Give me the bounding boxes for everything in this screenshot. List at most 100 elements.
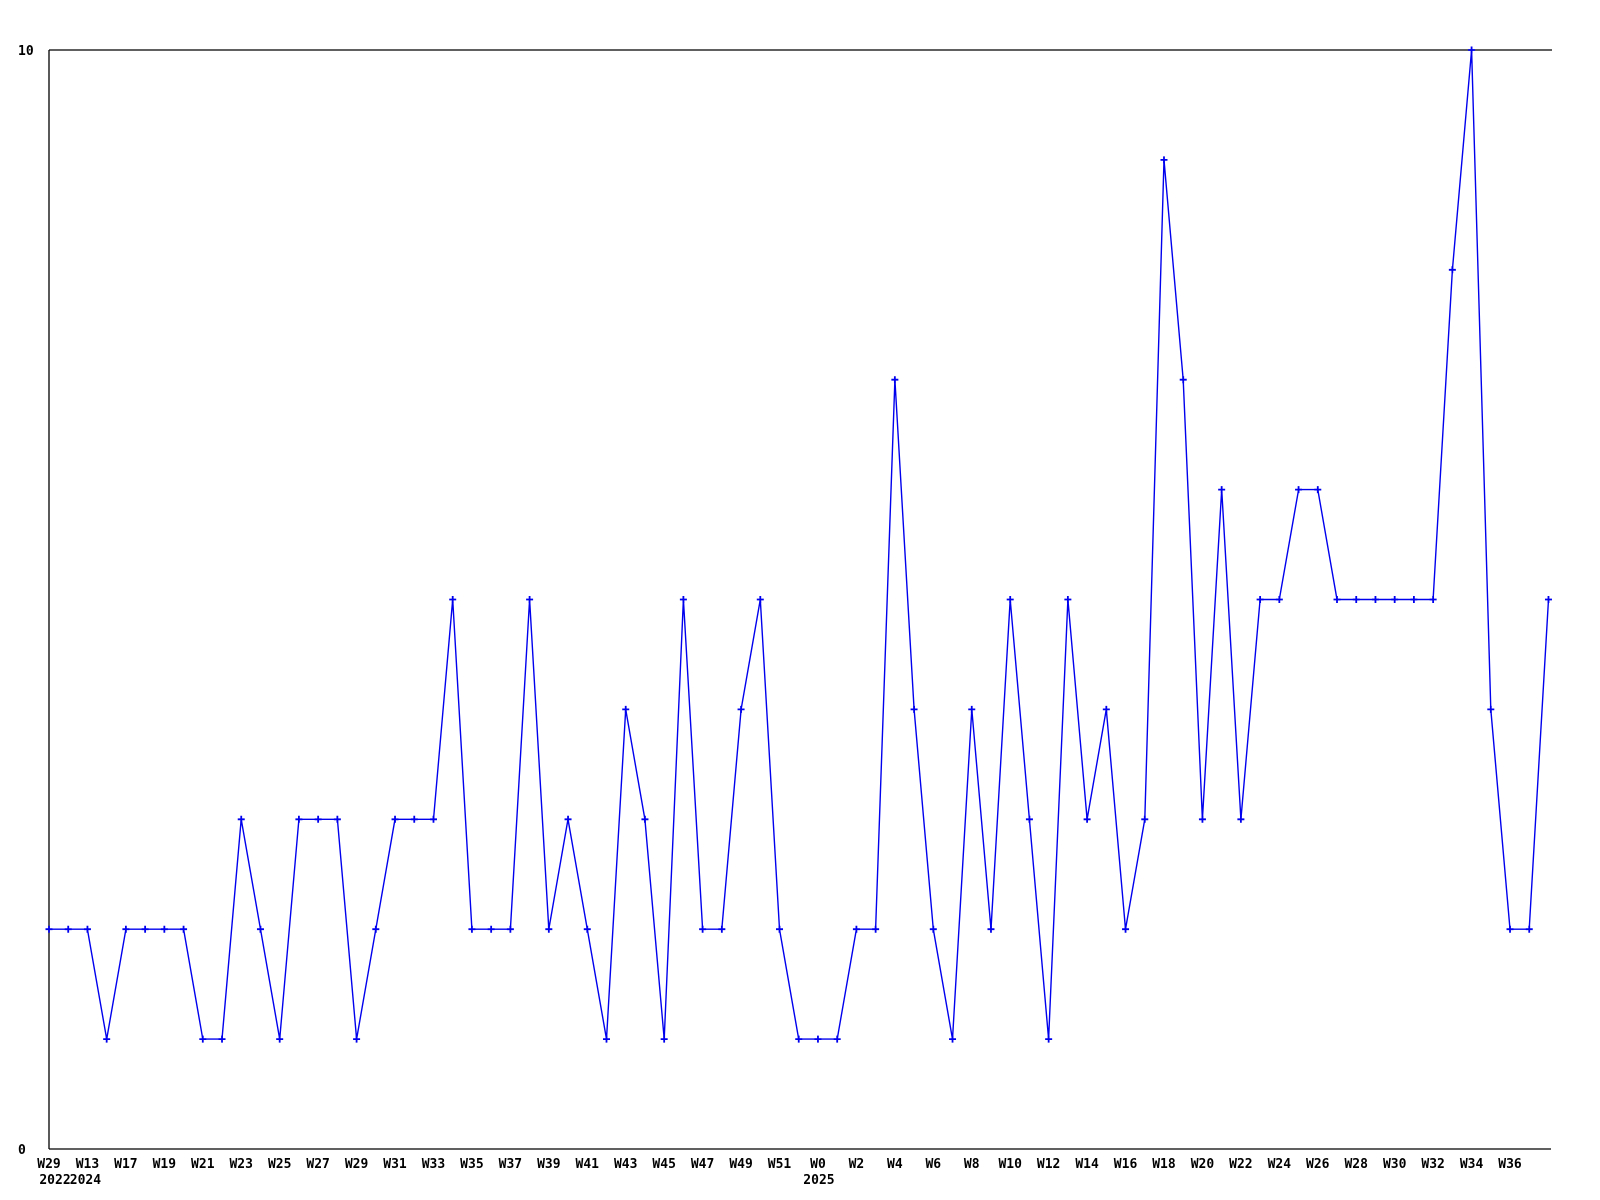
data-point-marker [545, 925, 553, 933]
data-point-marker [83, 925, 91, 933]
data-point-marker [1006, 596, 1014, 603]
data-point-marker [276, 1035, 284, 1043]
year-label: 2024 [70, 1173, 101, 1188]
data-point-marker [1487, 705, 1495, 713]
x-tick-label: W22 [1229, 1157, 1252, 1172]
x-tick-label: W51 [768, 1157, 792, 1172]
data-point-marker [1544, 596, 1552, 603]
data-point-marker [1237, 815, 1245, 823]
x-tick-label: W49 [729, 1157, 752, 1172]
x-tick-label: W18 [1152, 1157, 1176, 1172]
x-tick-label: W24 [1268, 1157, 1292, 1172]
x-tick-label: W6 [925, 1157, 941, 1172]
data-point-marker [1102, 705, 1110, 713]
data-point-marker [295, 815, 303, 823]
data-point-marker [1141, 815, 1149, 823]
data-point-marker [968, 705, 976, 713]
x-tick-label: W12 [1037, 1157, 1060, 1172]
data-point-marker [1083, 815, 1091, 823]
x-tick-label: W8 [964, 1157, 980, 1172]
data-point-marker [1333, 596, 1341, 603]
data-point-marker [141, 925, 149, 933]
x-tick-label: W36 [1498, 1157, 1522, 1172]
data-point-marker [602, 1035, 610, 1043]
data-point-marker [1064, 596, 1072, 603]
data-point-marker [1448, 266, 1456, 274]
x-tick-label: W31 [383, 1157, 407, 1172]
data-point-marker [583, 925, 591, 933]
data-point-marker [526, 596, 534, 603]
x-tick-label: W39 [537, 1157, 560, 1172]
data-point-marker [372, 925, 380, 933]
data-point-marker [1525, 925, 1533, 933]
data-point-marker [776, 925, 784, 933]
data-point-marker [64, 925, 72, 933]
data-point-marker [1410, 596, 1418, 603]
data-point-marker [1391, 596, 1399, 603]
data-point-marker [910, 705, 918, 713]
data-point-marker [429, 815, 437, 823]
data-point-marker [1198, 815, 1206, 823]
data-point-marker [314, 815, 322, 823]
x-tick-label: W41 [576, 1157, 600, 1172]
x-tick-label: W37 [499, 1157, 522, 1172]
data-point-marker [1122, 925, 1130, 933]
axes [48, 49, 1552, 1150]
data-point-marker [256, 925, 264, 933]
x-tick-label: W0 [810, 1157, 826, 1172]
x-tick-label: W25 [268, 1157, 291, 1172]
data-point-marker [1429, 596, 1437, 603]
data-point-marker [1218, 486, 1226, 494]
data-point-marker [718, 925, 726, 933]
data-point-marker [622, 705, 630, 713]
data-point-marker [872, 925, 880, 933]
data-point-marker [852, 925, 860, 933]
data-point-marker [410, 815, 418, 823]
data-point-marker [833, 1035, 841, 1043]
data-point-marker [1275, 596, 1283, 603]
data-point-marker [353, 1035, 361, 1043]
data-point-marker [237, 815, 245, 823]
x-tick-label: W17 [114, 1157, 137, 1172]
x-tick-label: W43 [614, 1157, 637, 1172]
x-tick-label: W29 [345, 1157, 368, 1172]
data-point-marker [391, 815, 399, 823]
x-tick-label: W30 [1383, 1157, 1407, 1172]
data-point-marker [929, 925, 937, 933]
x-tick-label: W2 [849, 1157, 865, 1172]
data-point-marker [103, 1035, 111, 1043]
data-point-marker [1045, 1035, 1053, 1043]
x-tick-label: W20 [1191, 1157, 1215, 1172]
data-point-marker [891, 376, 899, 384]
year-label: 2022 [39, 1173, 70, 1188]
x-tick-label: W28 [1344, 1157, 1368, 1172]
data-point-marker [814, 1035, 822, 1043]
data-point-marker [1160, 156, 1168, 164]
data-point-marker [468, 925, 476, 933]
data-point-marker [737, 705, 745, 713]
data-point-marker [122, 925, 130, 933]
data-point-marker [218, 1035, 226, 1043]
data-point-marker [1352, 596, 1360, 603]
data-point-marker [160, 925, 168, 933]
data-point-marker [699, 925, 707, 933]
x-tick-label: W14 [1075, 1157, 1099, 1172]
data-point-marker [45, 925, 53, 933]
x-tick-label: W10 [998, 1157, 1022, 1172]
y-tick-label: 10 [18, 44, 34, 59]
data-point-marker [1468, 46, 1476, 54]
data-point-marker [795, 1035, 803, 1043]
x-tick-label: W35 [460, 1157, 483, 1172]
data-point-marker [641, 815, 649, 823]
data-point-marker [1314, 486, 1322, 494]
data-point-marker [1506, 925, 1514, 933]
data-point-marker [180, 925, 188, 933]
x-tick-label: W21 [191, 1157, 215, 1172]
x-tick-label: W26 [1306, 1157, 1330, 1172]
x-tick-label: W32 [1421, 1157, 1444, 1172]
data-line [49, 49, 1550, 1040]
data-point-marker [949, 1035, 957, 1043]
data-point-marker [1295, 486, 1303, 494]
